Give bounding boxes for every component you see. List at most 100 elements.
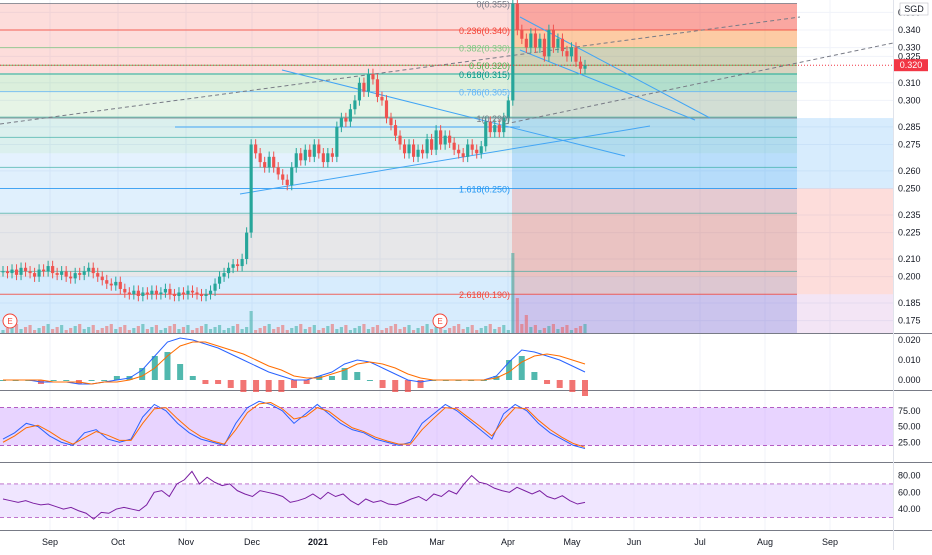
candle-body	[335, 126, 339, 157]
last-price-label: 0.320	[900, 60, 923, 70]
candle-body	[37, 269, 41, 277]
fib-zone-right	[512, 188, 797, 295]
volume-bar	[452, 326, 456, 333]
volume-bar	[64, 330, 68, 333]
candle-body	[407, 144, 411, 154]
volume-bar	[533, 325, 537, 333]
macd-histogram-bar	[88, 380, 95, 381]
volume-bar	[82, 329, 86, 333]
candle-body	[493, 125, 497, 133]
volume-bar	[217, 325, 222, 333]
stochastic-panel: 75.00 50.00 25.00	[0, 400, 921, 450]
fib-zone-right	[512, 3, 797, 30]
price-tick-label: 0.330	[898, 43, 921, 53]
fib-label: 0.382(0.330)	[459, 44, 510, 54]
volume-bar	[479, 328, 483, 333]
volume-bar	[60, 325, 64, 333]
earnings-marker	[432, 313, 448, 329]
price-tick-label: 0.235	[898, 210, 921, 220]
volume-bar	[290, 328, 294, 333]
candle-body	[515, 3, 519, 30]
volume-bar	[411, 330, 416, 333]
candle-body	[529, 33, 533, 48]
volume-bar	[222, 330, 226, 333]
price-tick-label: 0.175	[898, 316, 921, 326]
volume-bar	[172, 324, 177, 333]
candle-body	[285, 179, 289, 185]
candle-body	[547, 29, 551, 57]
candle-body	[105, 280, 109, 284]
price-tick-label: 0.300	[898, 95, 921, 105]
candle-body	[145, 292, 149, 295]
time-tick-label: Dec	[244, 537, 261, 547]
volume-bar	[299, 324, 303, 333]
currency-box	[899, 2, 929, 16]
volume-bar	[231, 326, 235, 333]
volume-bar	[123, 325, 127, 333]
volume-bar	[317, 330, 321, 333]
candle-body	[114, 281, 118, 286]
volume-bar	[154, 325, 158, 333]
volume-bar	[14, 324, 19, 333]
candle-body	[227, 267, 231, 274]
candle-body	[294, 153, 298, 168]
volume-bar	[145, 329, 149, 333]
volume-bar	[565, 325, 569, 333]
candle-body	[402, 144, 407, 154]
candle-body	[190, 290, 195, 293]
fib-zone-ext	[797, 188, 893, 295]
volume-bar	[236, 324, 240, 333]
volume-bar	[227, 328, 231, 333]
fib-label: 1.618(0.250)	[459, 185, 510, 195]
candle-body	[299, 153, 303, 161]
rsi-band	[0, 483, 893, 518]
candle-body	[524, 38, 528, 48]
macd-histogram-bar	[303, 380, 310, 384]
volume-bar	[578, 326, 583, 333]
candle-body	[502, 118, 506, 133]
candle-body	[326, 153, 330, 163]
volume-bar	[547, 326, 551, 333]
candle-body	[249, 144, 253, 233]
volume-bar	[19, 329, 23, 333]
macd-histogram-bar	[139, 368, 146, 380]
candle-body	[578, 61, 583, 69]
candle-body	[213, 283, 217, 291]
volume-bar	[497, 327, 501, 333]
macd-tick-label: 0.020	[898, 335, 921, 345]
volume-bar	[37, 328, 41, 333]
candle-body	[42, 269, 46, 272]
candle-body	[488, 121, 492, 133]
volume-bar	[493, 329, 497, 333]
volume-bar	[181, 327, 186, 333]
price-tick-label: 0.210	[898, 254, 921, 264]
time-tick-label: Jul	[694, 537, 706, 547]
volume-bar	[330, 324, 334, 333]
candle-body	[556, 38, 560, 48]
stoch-tick-label: 75.00	[898, 406, 921, 416]
price-axis: 0.3500.3400.3300.3250.3100.3000.2850.275…	[0, 2, 929, 326]
volume-bar	[23, 327, 28, 333]
volume-bar	[213, 327, 217, 333]
candle-body	[240, 259, 244, 267]
candle-body	[330, 153, 334, 157]
candle-body	[23, 267, 28, 272]
price-tick-label: 0.250	[898, 184, 921, 194]
time-tick-label: Sep	[822, 537, 838, 547]
volume-bar	[569, 330, 574, 333]
macd-histogram-bar	[164, 352, 171, 380]
volume-bar	[416, 328, 420, 333]
price-tick-label: 0.285	[898, 122, 921, 132]
volume-bar	[393, 324, 398, 333]
candle-body	[565, 51, 569, 57]
volume-bar	[249, 311, 253, 333]
volume-bar	[159, 330, 163, 333]
candle-body	[366, 74, 371, 92]
candle-body	[136, 290, 140, 296]
candle-body	[159, 292, 163, 295]
volume-bar	[421, 326, 425, 333]
price-tick-label: 0.200	[898, 272, 921, 282]
candle-body	[199, 294, 204, 296]
volume-bar	[51, 329, 55, 333]
